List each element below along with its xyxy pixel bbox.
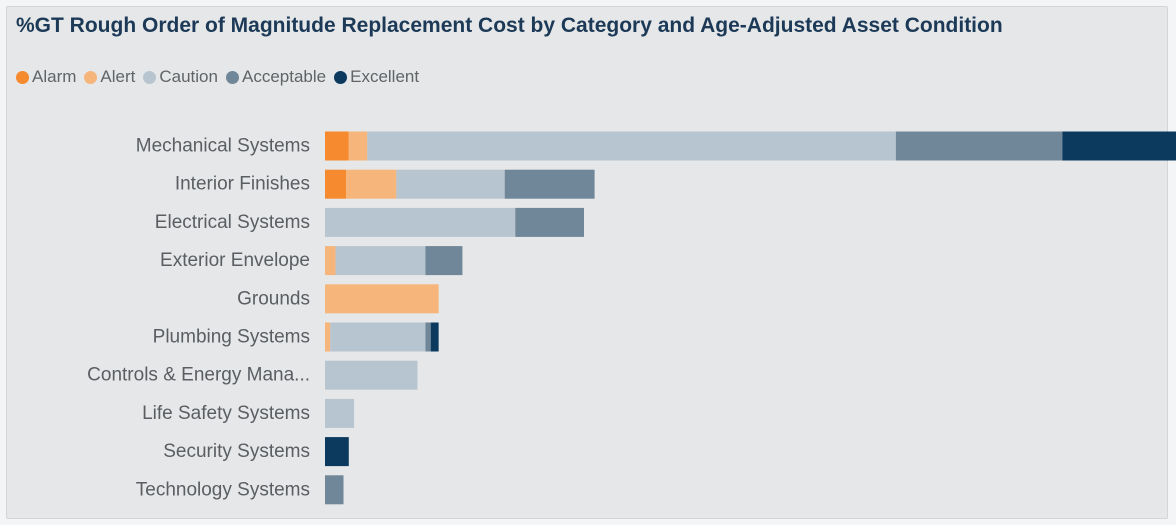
chart-title: %GT Rough Order of Magnitude Replacement…: [16, 14, 1003, 37]
bar-segment-alert[interactable]: [346, 169, 397, 199]
category-label: Exterior Envelope: [160, 250, 310, 271]
chart-card: [6, 6, 1168, 519]
category-label: Life Safety Systems: [142, 403, 310, 424]
legend-label: Caution: [159, 67, 218, 86]
category-label: Interior Finishes: [175, 174, 310, 195]
category-label: Technology Systems: [136, 479, 310, 500]
bar-segment-alert[interactable]: [325, 322, 331, 352]
legend-item-caution[interactable]: Caution: [143, 67, 218, 87]
category-label: Security Systems: [163, 441, 310, 462]
bar-segment-alert[interactable]: [325, 284, 439, 314]
bar-segment-caution[interactable]: [330, 322, 426, 352]
legend-swatch-caution: [143, 70, 157, 84]
bar-segment-excellent[interactable]: [325, 437, 349, 467]
legend-label: Alert: [100, 67, 136, 86]
bar-segment-acceptable[interactable]: [504, 169, 595, 199]
bar-segment-caution[interactable]: [335, 246, 426, 276]
bar-segment-caution[interactable]: [325, 398, 355, 428]
bar-segment-alert[interactable]: [325, 246, 336, 276]
category-label: Grounds: [237, 288, 310, 309]
category-label: Controls & Energy Mana...: [87, 365, 310, 386]
bar-segment-alarm[interactable]: [325, 169, 347, 199]
bar-segment-acceptable[interactable]: [325, 475, 344, 505]
bar-segment-alert[interactable]: [348, 131, 368, 161]
legend-label: Excellent: [350, 67, 420, 86]
bar-segment-acceptable[interactable]: [425, 322, 431, 352]
legend-swatch-acceptable: [225, 70, 239, 84]
bar-segment-caution[interactable]: [367, 131, 896, 161]
bar-segment-caution[interactable]: [325, 360, 418, 390]
legend-swatch-alarm: [16, 70, 29, 84]
bar-segment-caution[interactable]: [325, 207, 516, 237]
bar-segment-acceptable[interactable]: [895, 131, 1063, 161]
bar-segment-excellent[interactable]: [430, 322, 439, 352]
category-label: Mechanical Systems: [136, 136, 310, 157]
bar-segment-caution[interactable]: [396, 169, 505, 199]
bar-segment-acceptable[interactable]: [515, 207, 584, 237]
legend-label: Alarm: [32, 67, 77, 86]
category-label: Electrical Systems: [155, 212, 310, 233]
legend-swatch-excellent: [334, 70, 348, 84]
legend-item-acceptable[interactable]: Acceptable: [225, 67, 327, 87]
legend-item-excellent[interactable]: Excellent: [334, 67, 419, 87]
legend-label: Acceptable: [241, 67, 327, 86]
category-label: Plumbing Systems: [153, 327, 310, 348]
legend-item-alert[interactable]: Alert: [84, 67, 135, 87]
legend-item-alarm[interactable]: Alarm: [16, 67, 76, 87]
bar-segment-excellent[interactable]: [1062, 131, 1176, 161]
chart-legend: Alarm Alert Caution Acceptable Excellent: [16, 67, 427, 87]
bar-segment-alarm[interactable]: [325, 131, 349, 161]
legend-swatch-alert: [84, 70, 98, 84]
bar-segment-acceptable[interactable]: [425, 246, 463, 276]
